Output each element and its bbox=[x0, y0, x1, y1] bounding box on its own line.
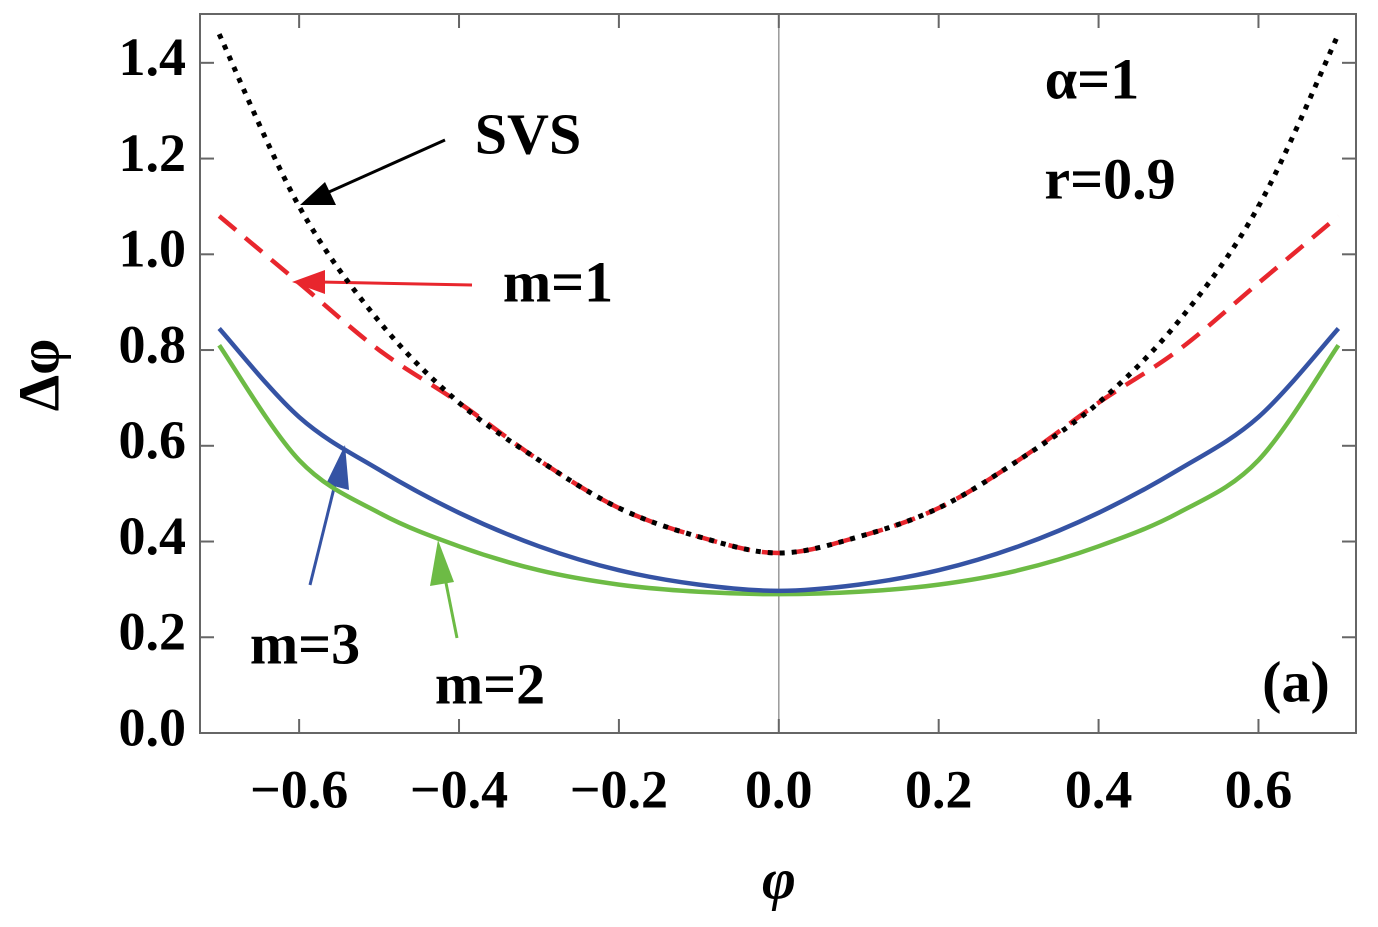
series-line bbox=[217, 343, 1341, 597]
annotation: r=0.9 bbox=[1044, 146, 1175, 211]
arrow-head bbox=[430, 540, 454, 586]
arrow-head bbox=[326, 445, 349, 490]
y-tick-label: 1.2 bbox=[119, 123, 187, 183]
annotation: SVS bbox=[475, 101, 581, 166]
annotation: α=1 bbox=[1045, 46, 1139, 111]
x-tick-label: −0.2 bbox=[570, 759, 668, 819]
y-axis-label: Δφ bbox=[6, 339, 71, 412]
y-tick-label: 0.4 bbox=[119, 506, 187, 566]
y-tick-label: 0.6 bbox=[119, 410, 187, 470]
y-tick-label: 1.0 bbox=[119, 219, 187, 279]
x-tick-label: 0.2 bbox=[905, 759, 973, 819]
y-tick-label: 1.4 bbox=[119, 27, 187, 87]
x-axis-label: φ bbox=[762, 846, 796, 911]
x-tick-label: 0.6 bbox=[1225, 759, 1293, 819]
x-tick-label: −0.4 bbox=[410, 759, 508, 819]
series-line bbox=[216, 33, 1341, 556]
arrow bbox=[319, 138, 446, 198]
arrow bbox=[319, 280, 473, 287]
x-tick-label: 0.0 bbox=[745, 759, 813, 819]
annotation: m=2 bbox=[435, 651, 545, 716]
x-tick-label: 0.4 bbox=[1065, 759, 1133, 819]
y-tick-label: 0.0 bbox=[119, 697, 187, 757]
series-line bbox=[217, 326, 1341, 594]
arrow-head bbox=[300, 182, 336, 205]
annotation: m=1 bbox=[503, 249, 613, 314]
arrow bbox=[308, 471, 340, 586]
y-tick-label: 0.2 bbox=[119, 602, 187, 662]
arrow-head bbox=[292, 270, 325, 294]
annotation: m=3 bbox=[250, 611, 360, 676]
annotation: (a) bbox=[1262, 649, 1330, 714]
series-line bbox=[217, 214, 1340, 556]
x-tick-label: −0.6 bbox=[250, 759, 348, 819]
arrows bbox=[292, 138, 473, 639]
y-tick-label: 0.8 bbox=[119, 314, 187, 374]
plot-frame bbox=[199, 13, 1357, 734]
